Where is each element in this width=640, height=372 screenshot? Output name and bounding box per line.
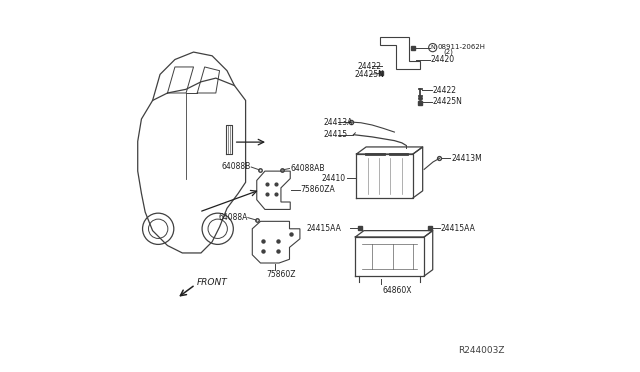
Text: 24415: 24415 xyxy=(324,130,348,139)
Text: 64088A: 64088A xyxy=(218,213,248,222)
Text: 24422: 24422 xyxy=(433,86,456,94)
Text: 24415AA: 24415AA xyxy=(307,224,342,233)
Text: 75860Z: 75860Z xyxy=(266,270,296,279)
Text: 24413A: 24413A xyxy=(324,118,353,126)
Text: 64860X: 64860X xyxy=(383,286,412,295)
Text: 24415AA: 24415AA xyxy=(440,224,476,233)
Text: 64088B: 64088B xyxy=(221,162,251,171)
Text: 24425N: 24425N xyxy=(354,70,384,79)
Text: FRONT: FRONT xyxy=(197,278,228,287)
Text: 24425N: 24425N xyxy=(433,97,462,106)
Text: 75860ZA: 75860ZA xyxy=(300,185,335,194)
Text: 24422: 24422 xyxy=(357,62,381,71)
Text: 24420: 24420 xyxy=(431,55,454,64)
Text: (2): (2) xyxy=(444,49,453,55)
Text: R244003Z: R244003Z xyxy=(458,346,504,355)
Text: 24413M: 24413M xyxy=(451,154,482,163)
Text: 08911-2062H: 08911-2062H xyxy=(438,44,486,50)
Text: N: N xyxy=(430,45,435,50)
Text: 24410: 24410 xyxy=(322,174,346,183)
Text: 64088AB: 64088AB xyxy=(291,164,324,173)
